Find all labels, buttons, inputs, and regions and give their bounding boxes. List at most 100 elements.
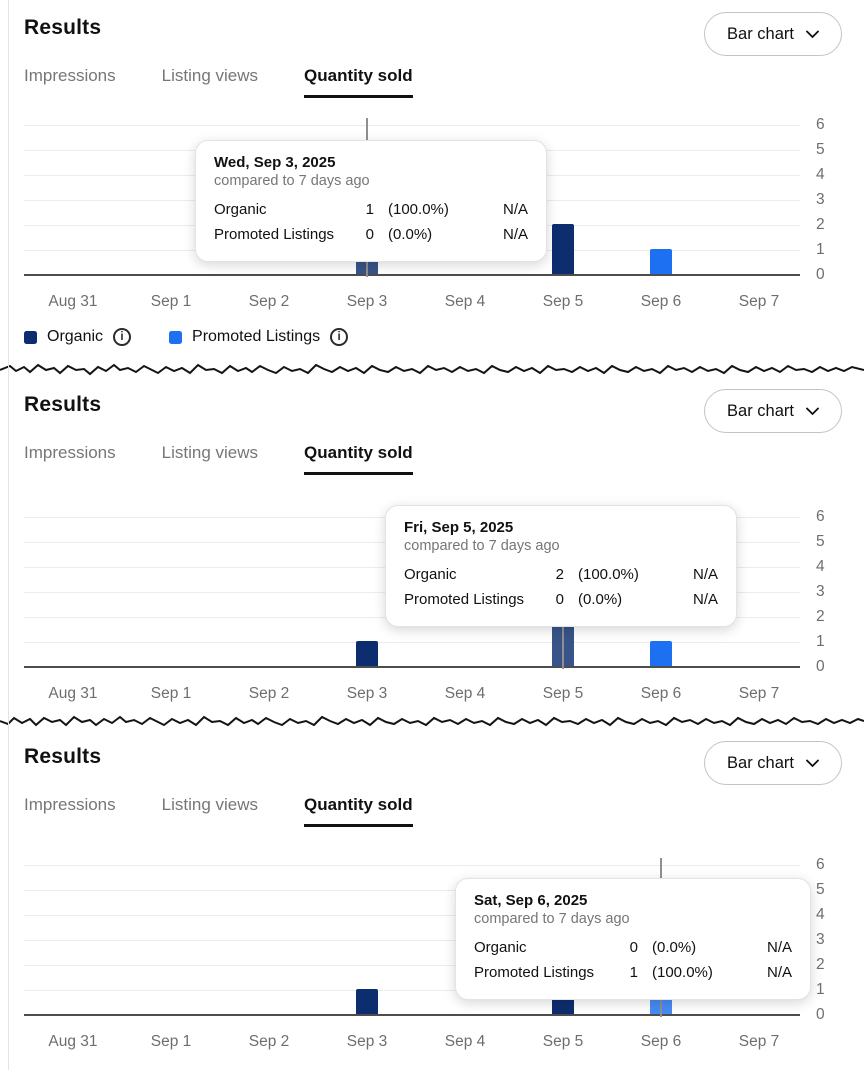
torn-edge-divider (0, 361, 864, 377)
tooltip-series-label: Promoted Listings (214, 226, 335, 243)
tab-quantity-sold[interactable]: Quantity sold (304, 66, 413, 98)
tooltip-subtitle: compared to 7 days ago (214, 173, 370, 189)
x-tick-label: Sep 5 (542, 1033, 584, 1050)
tooltip-value: 0 (629, 939, 638, 956)
legend-item-promoted-listings: Promoted Listings i (169, 328, 349, 346)
x-tick-label: Sep 7 (738, 293, 780, 310)
y-tick-label: 1 (816, 981, 825, 998)
x-axis-line (24, 1014, 800, 1016)
chart-type-dropdown[interactable]: Bar chart (704, 389, 842, 433)
tooltip-row-organic: Organic 2 (100.0%) N/A (404, 562, 718, 587)
tooltip-date: Fri, Sep 5, 2025 (404, 519, 514, 536)
gridline (24, 990, 800, 991)
x-tick-label: Sep 5 (542, 293, 584, 310)
x-axis-line (24, 666, 800, 668)
y-tick-label: 6 (816, 508, 825, 525)
y-tick-label: 2 (816, 608, 825, 625)
x-tick-label: Sep 6 (640, 685, 682, 702)
legend-label: Promoted Listings (192, 328, 321, 345)
info-icon[interactable]: i (330, 328, 349, 346)
tooltip-percent: (0.0%) (578, 591, 623, 608)
y-tick-label: 1 (816, 633, 825, 650)
promoted-swatch-icon (169, 330, 183, 344)
y-tick-label: 1 (816, 241, 825, 258)
tab-impressions[interactable]: Impressions (24, 66, 116, 85)
chevron-down-icon (806, 759, 819, 768)
y-tick-label: 3 (816, 931, 825, 948)
gridline (24, 965, 800, 966)
tooltip-series-label: Organic (214, 201, 267, 218)
bar-organic-sep-3[interactable] (356, 989, 378, 1014)
y-tick-label: 2 (816, 956, 825, 973)
chart-type-label: Bar chart (727, 753, 794, 772)
tooltip-note: N/A (502, 226, 528, 243)
bar-promoted-listings-sep-6[interactable] (650, 641, 672, 666)
x-tick-label: Sep 2 (248, 685, 290, 702)
results-panel-3: Results Bar chart Impressions Listing vi… (0, 729, 864, 1061)
legend-item-organic: Organic i (24, 328, 132, 346)
x-tick-label: Sep 4 (444, 293, 486, 310)
x-tick-label: Sep 7 (738, 1033, 780, 1050)
tooltip-series-label: Promoted Listings (404, 591, 525, 608)
panel-header: Results Bar chart (0, 0, 864, 58)
x-tick-label: Sep 6 (640, 293, 682, 310)
bar-chart: Fri, Sep 5, 2025 compared to 7 days ago … (24, 505, 825, 702)
tab-bar: Impressions Listing views Quantity sold (0, 795, 864, 827)
bar-chart: Sat, Sep 6, 2025 compared to 7 days ago … (24, 856, 825, 1050)
bar-chart: Wed, Sep 3, 2025 compared to 7 days ago … (24, 116, 825, 310)
chevron-down-icon (806, 407, 819, 416)
x-tick-label: Sep 4 (444, 1033, 486, 1050)
tab-quantity-sold[interactable]: Quantity sold (304, 795, 413, 827)
bar-organic-sep-5[interactable] (552, 224, 574, 274)
info-icon[interactable]: i (113, 328, 132, 346)
chart-type-label: Bar chart (727, 24, 794, 43)
tooltip-row-promoted: Promoted Listings 0 (0.0%) N/A (404, 587, 718, 612)
gridline (24, 890, 800, 891)
chart-type-dropdown[interactable]: Bar chart (704, 12, 842, 56)
tab-quantity-sold[interactable]: Quantity sold (304, 443, 413, 475)
bar-promoted-listings-sep-6[interactable] (650, 249, 672, 274)
x-tick-label: Sep 7 (738, 685, 780, 702)
x-tick-label: Sep 1 (150, 293, 192, 310)
y-tick-label: 3 (816, 191, 825, 208)
tooltip-percent: (100.0%) (578, 566, 639, 583)
y-tick-label: 4 (816, 558, 825, 575)
tab-bar: Impressions Listing views Quantity sold (0, 443, 864, 475)
x-tick-label: Sep 2 (248, 1033, 290, 1050)
chart-tooltip: Wed, Sep 3, 2025 compared to 7 days ago … (195, 140, 547, 262)
x-tick-label: Sep 3 (346, 293, 388, 310)
tab-listing-views[interactable]: Listing views (161, 795, 259, 814)
y-tick-label: 6 (816, 856, 825, 873)
x-tick-label: Sep 6 (640, 1033, 682, 1050)
panel-header: Results Bar chart (0, 377, 864, 435)
organic-swatch-icon (24, 330, 37, 344)
chart-tooltip: Fri, Sep 5, 2025 compared to 7 days ago … (385, 505, 737, 627)
tab-impressions[interactable]: Impressions (24, 795, 116, 814)
tooltip-percent: (0.0%) (388, 226, 433, 243)
x-tick-label: Sep 1 (150, 1033, 192, 1050)
y-tick-label: 2 (816, 216, 825, 233)
tooltip-subtitle: compared to 7 days ago (474, 911, 630, 927)
chart-type-dropdown[interactable]: Bar chart (704, 741, 842, 785)
gridline (24, 642, 800, 643)
tooltip-series-label: Promoted Listings (474, 964, 595, 981)
bar-organic-sep-3[interactable] (356, 641, 378, 666)
tooltip-subtitle: compared to 7 days ago (404, 538, 560, 554)
tooltip-row-organic: Organic 0 (0.0%) N/A (474, 935, 792, 960)
page-title: Results (24, 745, 102, 768)
tooltip-series-label: Organic (404, 566, 457, 583)
tab-listing-views[interactable]: Listing views (161, 443, 259, 462)
tab-impressions[interactable]: Impressions (24, 443, 116, 462)
chart-tooltip: Sat, Sep 6, 2025 compared to 7 days ago … (455, 878, 811, 1000)
legend-label: Organic (47, 328, 104, 345)
tooltip-value: 0 (555, 591, 564, 608)
tooltip-note: N/A (766, 939, 792, 956)
tooltip-value: 1 (629, 964, 638, 981)
tooltip-note: N/A (692, 591, 718, 608)
x-tick-label: Sep 3 (346, 1033, 388, 1050)
tab-listing-views[interactable]: Listing views (161, 66, 259, 85)
tooltip-percent: (100.0%) (388, 201, 449, 218)
x-tick-label: Sep 3 (346, 685, 388, 702)
tooltip-value: 2 (555, 566, 564, 583)
page-title: Results (24, 393, 102, 416)
